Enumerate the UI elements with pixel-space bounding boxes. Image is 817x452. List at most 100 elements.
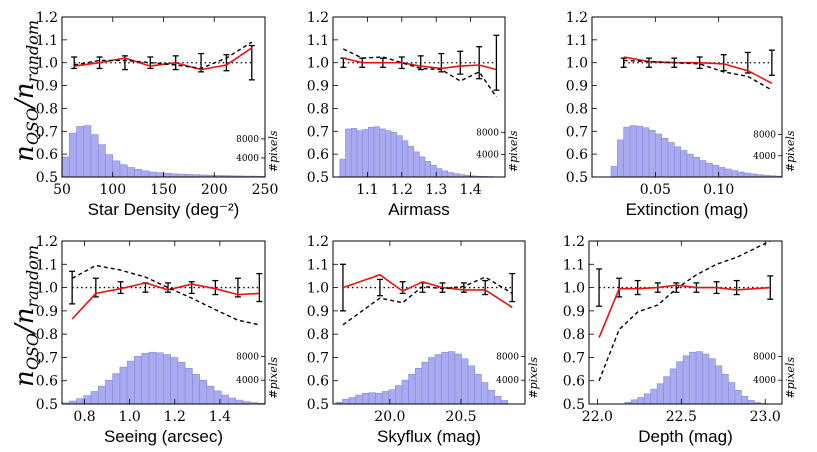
hist-bar [610,166,618,177]
pixels-axis-label: #pixels [267,130,280,172]
y-tick-label: 0.5 [307,170,329,186]
hist-bar [163,354,171,404]
x-tick-label: 250 [252,182,279,198]
pixel-tick-label: 4000 [236,376,259,386]
y-tick-label: 1.1 [307,33,329,49]
y-tick-label: 1.2 [563,234,585,250]
series-line-red [623,56,773,85]
hist-bar [76,126,85,177]
hist-bar [721,373,729,404]
hist-bar [206,385,215,404]
y-axis-label-bottom: nQSO/nrandom [10,245,42,387]
hist-bar [163,172,172,177]
y-tick-label: 1.1 [36,33,58,49]
hist-bar [97,385,106,404]
y-tick-label: 0.8 [563,327,585,343]
x-tick-label: 1.4 [209,409,231,425]
hist-bar [155,172,164,177]
y-tick-label: 0.6 [36,147,58,163]
y-tick-label: 0.9 [307,79,329,95]
hist-bar [356,130,363,177]
hist-bar [396,135,403,177]
x-tick-label: 22.5 [666,409,697,425]
hist-bar [708,358,716,404]
hist-bar [447,351,456,404]
plot-area-extinction [610,49,782,177]
hist-bar [155,352,164,404]
x-tick-label: 20.5 [445,409,476,425]
y-tick-label: 1.0 [36,281,58,297]
hist-bar [643,393,651,404]
hist-bar [630,399,639,404]
hist-bar [83,125,92,177]
hist-bar [134,169,143,177]
hist-bar [90,391,99,404]
hist-bar [682,355,690,404]
hist-bar [617,139,624,177]
hist-bar [97,144,106,177]
hist-bar [235,399,244,404]
series-line-dashed [623,59,773,91]
series-line-red [342,273,513,309]
hist-bar [361,392,370,404]
y-tick-label: 0.5 [36,397,58,413]
x-tick-label: 0.10 [703,182,734,198]
hist-bar [724,168,732,177]
y-tick-label: 0.7 [566,124,588,140]
y-tick-label: 0.9 [566,79,588,95]
hist-bar [339,158,346,177]
hist-bar [373,126,380,177]
hist-bar [737,171,745,177]
hist-bar [743,172,751,177]
hist-bar [408,373,416,404]
x-tick-label: 200 [201,182,228,198]
y-tick-label: 1.0 [566,56,588,72]
panel-seeing: 0.5 0.6 0.7 0.8 0.9 1.0 1.1 1.2 0.8 1.0 1.2 1.4 Seei… [36,234,280,446]
series-line-red [74,47,253,71]
hist-bar [650,388,658,404]
hist-bar [699,160,707,177]
hist-bar [170,357,179,404]
y-tick-label: 0.6 [307,374,329,390]
pixel-tick-label: 8000 [236,352,259,362]
axes-frame [332,240,526,405]
y-tick-label: 0.9 [563,304,585,320]
y-tick-label: 0.6 [307,147,329,163]
pixels-axis-label: #pixels [507,130,520,172]
y-tick-label: 0.7 [36,350,58,366]
hist-bar [474,373,482,404]
hist-bar [441,351,449,404]
x-tick-label: 100 [99,182,126,198]
hist-bar [355,394,363,404]
x-tick-label: 50 [53,182,71,198]
hist-bar [348,397,356,404]
hist-bar [467,365,476,404]
series-line-dashed [71,264,260,326]
y-tick-label: 0.5 [36,170,58,186]
hist-bar [184,367,193,404]
hist-bar [148,351,157,404]
plot-area-star-density [62,41,265,177]
hist-bar [119,164,128,177]
hist-bar [636,125,643,177]
x-tick-label: 0.8 [73,409,95,425]
hist-bar [414,367,423,404]
x-axis-label: Star Density (deg⁻²) [88,200,240,219]
hist-bar [134,356,142,404]
hist-bar [728,382,736,404]
y-tick-label: 1.0 [563,281,585,297]
svg-text:nQSO/nrandom: nQSO/nrandom [10,20,42,162]
x-axis-label: Airmass [388,200,449,219]
hist-bar [62,156,70,177]
y-tick-label: 1.2 [307,10,329,26]
series-line-dashed [74,41,253,70]
hist-bar [481,382,489,404]
y-tick-label: 1.1 [563,257,585,273]
pixel-tick-label: 8000 [236,135,259,145]
hist-bar [674,146,681,177]
hist-bar [350,128,358,177]
y-tick-label: 0.9 [36,79,58,95]
hist-bar [90,134,99,177]
axes-frame [61,240,266,405]
